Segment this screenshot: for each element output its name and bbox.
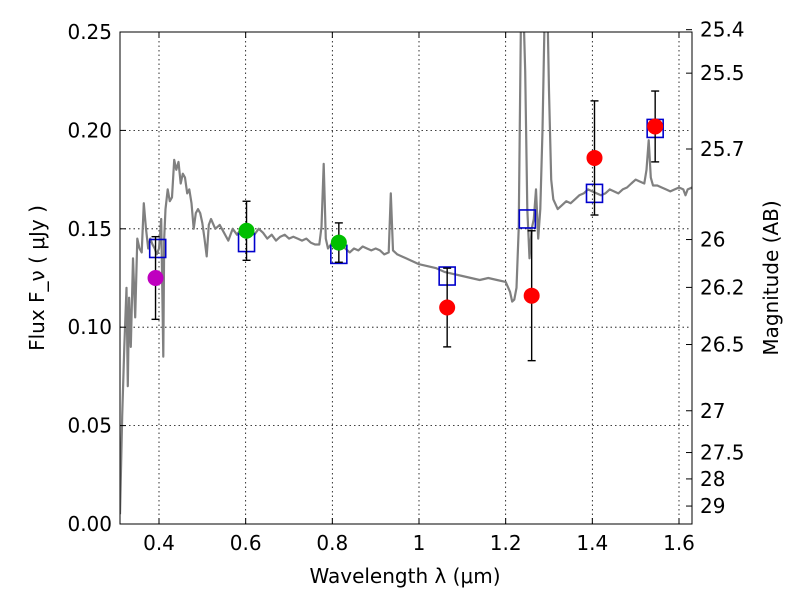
y2-tick-labels: 25.4 25.5 25.7 26 26.2 26.5 27 27.528 29 (700, 18, 745, 518)
x-tick-label: 1 (413, 531, 426, 555)
observed-point (147, 270, 164, 286)
y2-tick-label: 26 (700, 228, 725, 252)
x-tick-labels: 0.4 0.6 0.8 1 1.2 1.4 1.6 (143, 531, 695, 555)
observed-point (238, 222, 255, 239)
y2-tick-label: 25.5 (700, 61, 745, 85)
x-tick-label: 0.8 (316, 531, 348, 555)
grid-lines (120, 31, 692, 525)
x-tick-label: 1.2 (490, 531, 522, 555)
y-tick-label: 0.05 (67, 414, 112, 438)
observed-point (647, 118, 664, 135)
plot-area (120, 32, 692, 515)
observed-point (586, 149, 603, 166)
observed-point (439, 299, 456, 316)
y-axis-label: Flux F_ν ( μJy ) (25, 205, 49, 351)
y-tick-label: 0.25 (67, 20, 112, 44)
x-tick-label: 1.4 (576, 531, 608, 555)
y2-tick-label: 26.5 (700, 333, 745, 357)
y2-tick-label: 27 (700, 399, 725, 423)
y2-tick-label: 25.4 (700, 18, 745, 42)
y2-tick-label: 28 (700, 467, 725, 491)
y-tick-label: 0.10 (67, 315, 112, 339)
y2-tick-label: 29 (700, 494, 725, 518)
observed-point (330, 234, 347, 251)
y2-tick-label: 27.5 (700, 441, 745, 465)
x-tick-label: 1.6 (663, 531, 695, 555)
observed-point (523, 287, 540, 304)
y2-tick-label: 26.2 (700, 275, 745, 299)
y-tick-labels: 0.00 0.05 0.10 0.15 0.20 0.25 (67, 20, 112, 536)
axes (119, 29, 693, 525)
model-band-square (518, 209, 537, 229)
x-axis-label: Wavelength λ (μm) (309, 564, 500, 588)
sed-model-line (120, 32, 692, 515)
y-tick-label: 0.15 (67, 217, 112, 241)
y-tick-label: 0.20 (67, 118, 112, 142)
y2-tick-label: 25.7 (700, 137, 745, 161)
x-tick-label: 0.6 (230, 531, 262, 555)
y2-axis-label: Magnitude (AB) (759, 200, 783, 355)
plot-frame (119, 31, 693, 525)
x-tick-label: 0.4 (143, 531, 175, 555)
y-tick-label: 0.00 (67, 512, 112, 536)
model-band-square (148, 238, 167, 259)
